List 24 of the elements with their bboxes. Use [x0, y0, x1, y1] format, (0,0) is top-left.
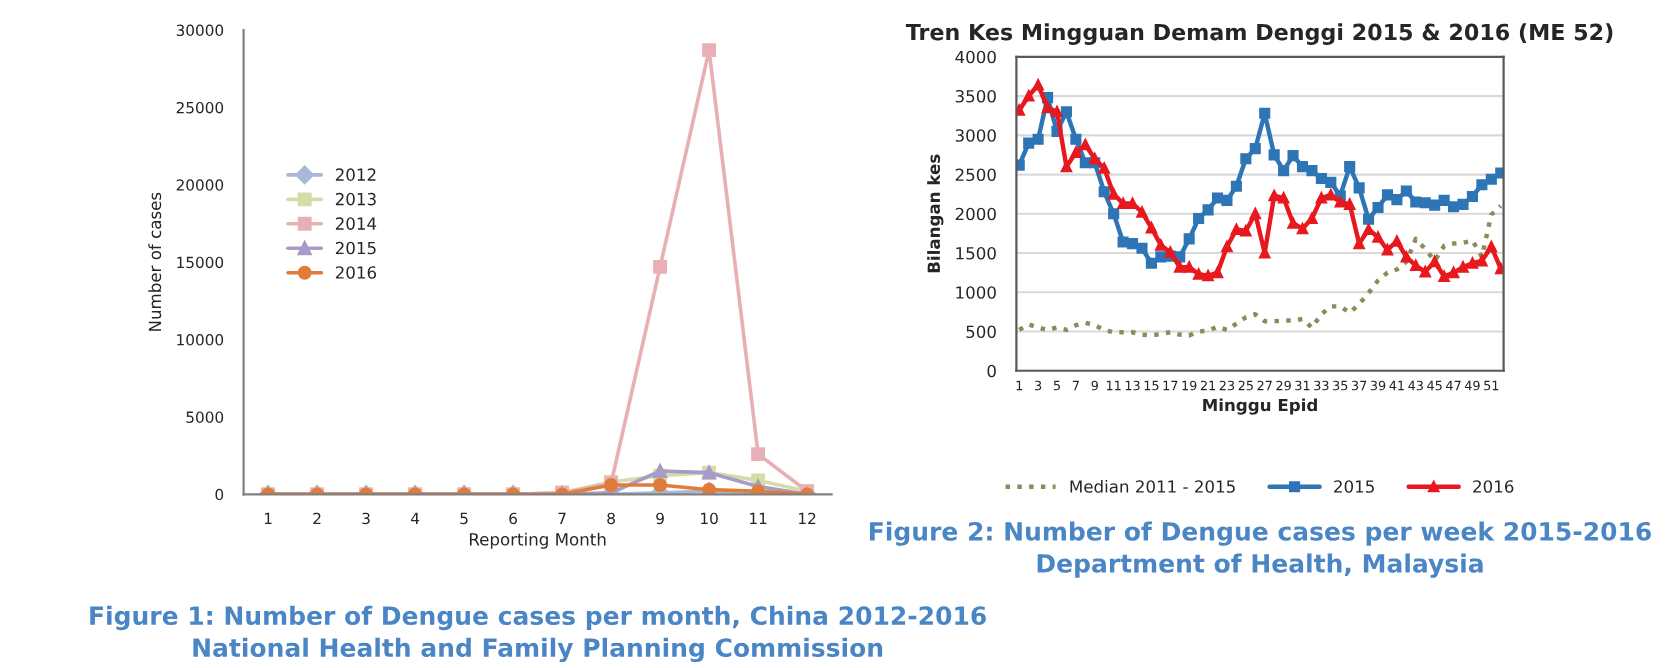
legend-label: 2016	[1473, 480, 1514, 493]
legend-label: 2015	[1334, 480, 1374, 493]
caption: Figure 2: Number of Dengue cases per week 2015-2016 Department of Health, Malaysia	[870, 521, 1651, 578]
y-tick-label: 1500	[956, 246, 996, 260]
y-axis-title: Number of cases	[148, 192, 162, 331]
y-tick-label: 4000	[955, 50, 996, 64]
legend-label: 2016	[335, 266, 377, 279]
y-tick-label: 1000	[956, 286, 996, 299]
x-axis-title: Reporting Month	[469, 532, 606, 549]
legend-label: 2012	[335, 168, 376, 181]
legend-label: 2015	[335, 241, 376, 255]
legend-label: 2014	[335, 217, 377, 230]
legend-label: Median 2011 - 2015	[1070, 479, 1235, 493]
caption: Figure 1: Number of Dengue cases per month, China 2012-2016 National Health and Family Planning Commission	[90, 605, 986, 663]
chart-title: Tren Kes Mingguan Demam Denggi 2015 & 2016 (ME 52)	[905, 23, 1613, 45]
y-tick-label: 0	[987, 364, 996, 378]
legend-label: 2013	[335, 192, 376, 206]
y-tick-label: 2500	[955, 168, 996, 182]
y-tick-label: 500	[966, 325, 996, 339]
y-tick-label: 2000	[955, 207, 996, 221]
y-tick-label: 3500	[955, 89, 996, 103]
x-axis-title: Minggu Epid	[1203, 398, 1317, 415]
y-tick-label: 3000	[955, 129, 996, 142]
y-axis-title: Bilangan kes	[927, 154, 944, 273]
